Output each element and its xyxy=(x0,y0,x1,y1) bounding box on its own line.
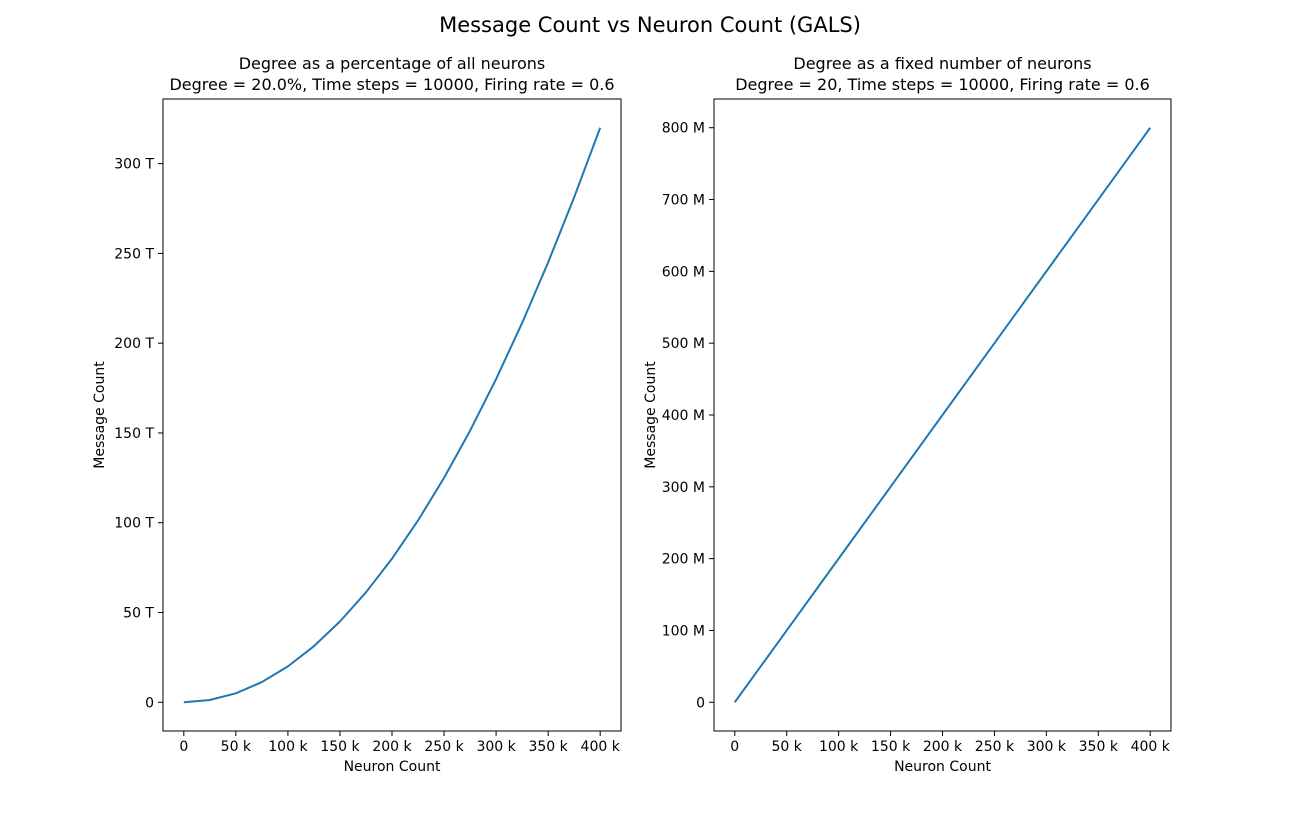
right-x-tick-label: 400 k xyxy=(1131,739,1171,755)
right-y-tick-label: 500 M xyxy=(662,336,705,352)
left-y-tick-label: 250 T xyxy=(114,246,154,262)
left-subplot: Degree as a percentage of all neurons De… xyxy=(92,54,622,775)
left-plot-subtitle: Degree = 20.0%, Time steps = 10000, Firi… xyxy=(169,75,614,94)
right-x-tick-label: 350 k xyxy=(1079,739,1119,755)
left-plot-title: Degree as a percentage of all neurons xyxy=(239,54,546,73)
left-y-tick-label: 100 T xyxy=(114,516,154,532)
right-x-tick-label: 250 k xyxy=(975,739,1015,755)
left-x-tick-label: 250 k xyxy=(424,739,464,755)
left-x-tick-label: 300 k xyxy=(476,739,516,755)
right-y-tick-label: 100 M xyxy=(662,623,705,639)
right-subplot: Degree as a fixed number of neurons Degr… xyxy=(643,54,1172,775)
right-x-tick-label: 0 xyxy=(730,739,739,755)
right-y-tick-label: 0 xyxy=(696,695,705,711)
left-x-tick-label: 0 xyxy=(179,739,188,755)
right-y-tick-label: 300 M xyxy=(662,480,705,496)
right-x-tick-label: 50 k xyxy=(772,739,803,755)
right-y-tick-label: 200 M xyxy=(662,552,705,568)
left-y-axis-label: Message Count xyxy=(92,361,108,469)
figure-suptitle: Message Count vs Neuron Count (GALS) xyxy=(439,13,861,37)
left-y-tick-label: 200 T xyxy=(114,336,154,352)
left-x-tick-label: 50 k xyxy=(221,739,252,755)
right-y-tick-label: 800 M xyxy=(662,121,705,137)
right-series-line xyxy=(733,127,1152,703)
right-x-axis-label: Neuron Count xyxy=(894,759,991,775)
right-y-tick-label: 400 M xyxy=(662,408,705,424)
left-x-tick-label: 400 k xyxy=(581,739,621,755)
left-x-tick-label: 100 k xyxy=(268,739,308,755)
right-y-tick-label: 600 M xyxy=(662,264,705,280)
left-x-axis-label: Neuron Count xyxy=(344,759,441,775)
right-y-tick-label: 700 M xyxy=(662,193,705,209)
left-series-line xyxy=(183,127,602,704)
right-x-tick-label: 150 k xyxy=(871,739,911,755)
left-axes-frame xyxy=(162,98,622,732)
right-plot-title: Degree as a fixed number of neurons xyxy=(793,54,1091,73)
right-plot-subtitle: Degree = 20, Time steps = 10000, Firing … xyxy=(735,75,1150,94)
left-x-tick-label: 150 k xyxy=(320,739,360,755)
left-y-tick-label: 50 T xyxy=(123,606,154,622)
left-y-tick-label: 0 xyxy=(145,695,154,711)
left-y-tick-label: 300 T xyxy=(114,157,154,173)
right-y-axis-label: Message Count xyxy=(643,361,659,469)
left-x-tick-label: 350 k xyxy=(528,739,568,755)
right-x-tick-label: 300 k xyxy=(1027,739,1067,755)
left-x-tick-label: 200 k xyxy=(372,739,412,755)
left-y-tick-label: 150 T xyxy=(114,426,154,442)
right-x-tick-label: 100 k xyxy=(819,739,859,755)
right-x-tick-label: 200 k xyxy=(923,739,963,755)
